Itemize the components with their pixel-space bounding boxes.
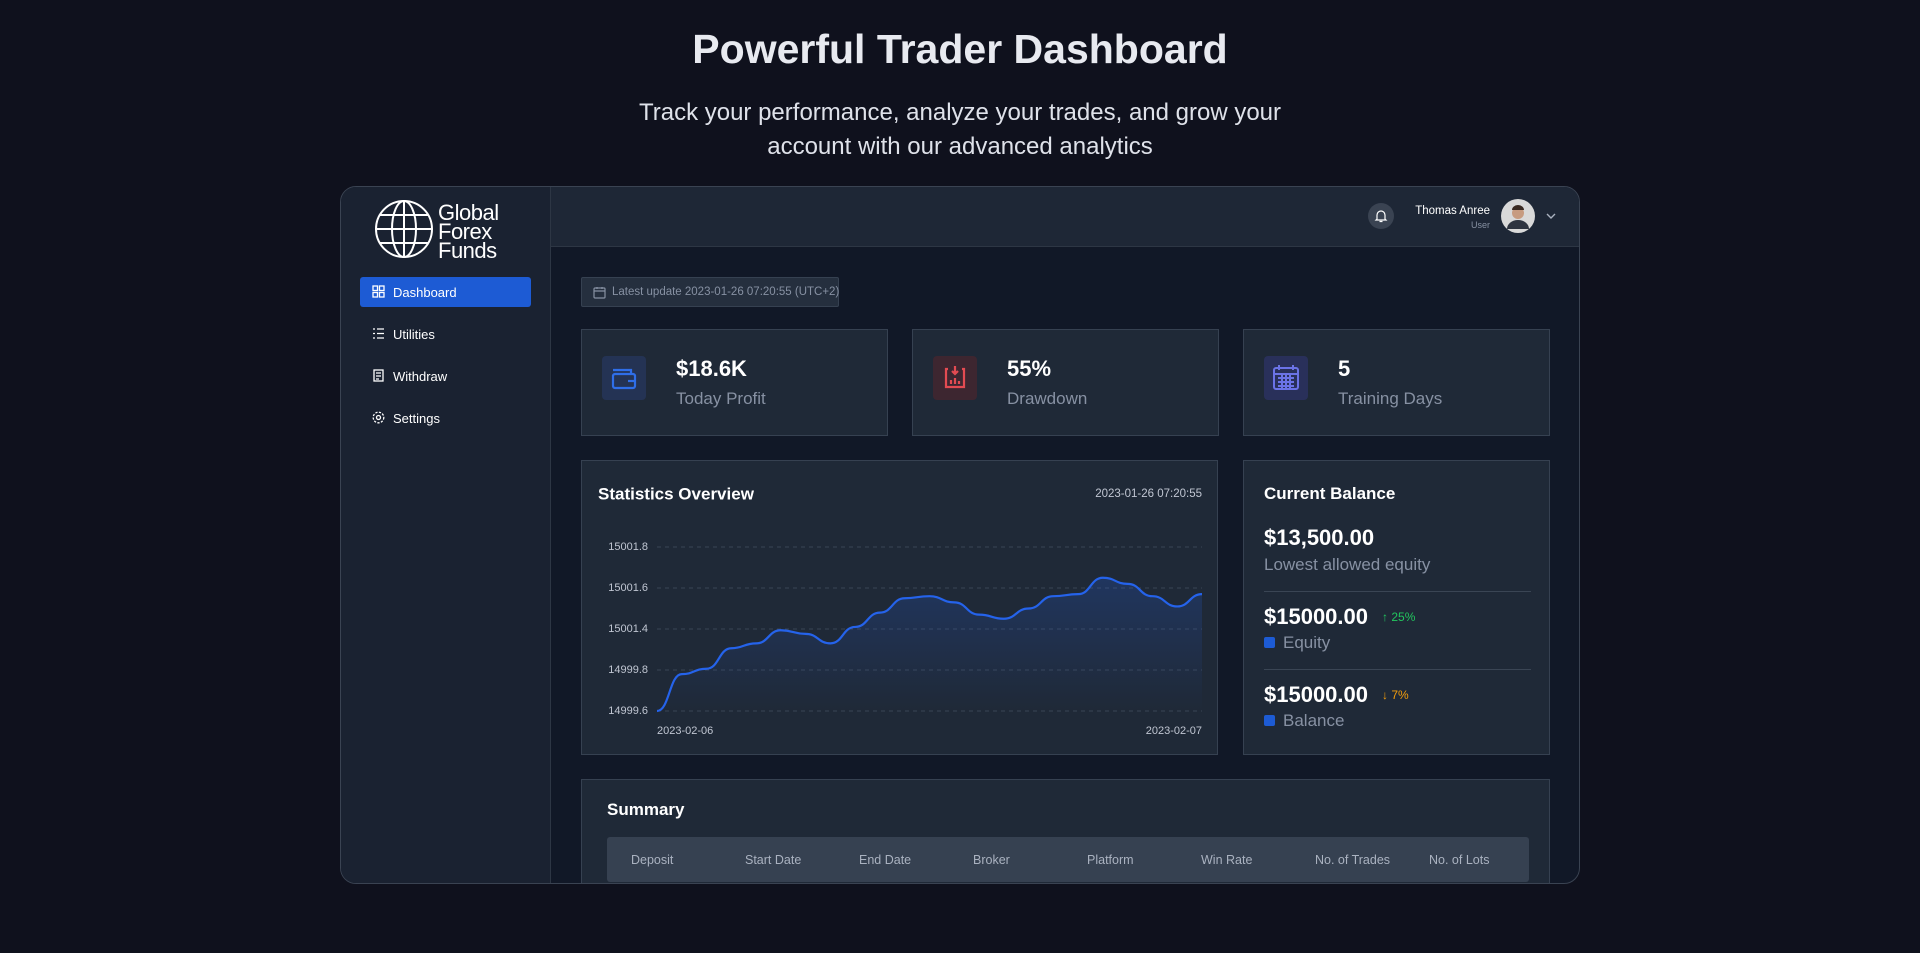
divider — [1264, 669, 1531, 670]
table-header: Deposit Start Date End Date Broker Platform W… — [607, 837, 1529, 882]
nav-label: Dashboard — [393, 285, 457, 300]
topbar: Thomas Anree User — [551, 187, 1579, 247]
calendar-icon — [593, 287, 606, 299]
nav-icon — [373, 369, 384, 382]
nav-item[interactable]: Settings — [360, 403, 531, 433]
user-name: Thomas Anree — [1415, 205, 1490, 217]
nav-item[interactable]: Utilities — [360, 319, 531, 349]
y-tick-label: 14999.6 — [608, 705, 648, 717]
balance-label: Lowest allowed equity — [1264, 555, 1431, 574]
balance-amount: $15000.00 — [1264, 682, 1368, 707]
nav-icon — [372, 285, 385, 298]
nav-item[interactable]: Withdraw — [360, 361, 531, 391]
stat-card: 55% Drawdown — [912, 329, 1219, 436]
balance-label: Equity — [1283, 633, 1331, 652]
balance-amount: $13,500.00 — [1264, 525, 1375, 550]
chart-card: Statistics Overview 2023-01-26 07:20:55 … — [581, 460, 1218, 755]
sidebar: Global Forex Funds Dashboard Utilities W… — [341, 187, 551, 883]
stat-label: Training Days — [1338, 389, 1443, 408]
y-tick-label: 15001.8 — [608, 541, 648, 553]
column-header: No. of Trades — [1315, 853, 1391, 867]
user-menu-chevron[interactable] — [1545, 211, 1557, 221]
balance-change: ↓ 7% — [1382, 688, 1409, 702]
column-header: No. of Lots — [1429, 853, 1490, 867]
chart-title: Statistics Overview — [598, 484, 755, 503]
column-header: Deposit — [631, 853, 674, 867]
line-series — [656, 576, 1203, 713]
summary-card: Summary Deposit Start Date End Date Broker P… — [581, 779, 1550, 883]
balance-label: Balance — [1283, 711, 1345, 730]
stat-icon — [602, 356, 646, 400]
stat-value: 5 — [1338, 356, 1351, 381]
divider — [1264, 591, 1531, 592]
stat-label: Today Profit — [676, 389, 766, 408]
nav-label: Settings — [393, 411, 440, 426]
user-role: User — [1470, 220, 1490, 230]
logo-text: Forex — [438, 219, 492, 244]
nav-label: Utilities — [393, 327, 435, 342]
column-header: Platform — [1087, 853, 1134, 867]
nav-icon — [372, 411, 385, 424]
balance-change: ↑ 25% — [1382, 610, 1416, 624]
column-header: End Date — [859, 853, 912, 867]
column-header: Start Date — [745, 853, 802, 867]
stat-card: 5 Training Days — [1243, 329, 1550, 436]
stat-label: Drawdown — [1007, 389, 1088, 408]
stat-icon — [1264, 356, 1308, 400]
user-avatar[interactable] — [1501, 199, 1535, 233]
dashboard: Global Forex Funds Dashboard Utilities W… — [340, 186, 1580, 884]
logo-globe — [375, 200, 433, 258]
balance-change-value: 7% — [1391, 688, 1409, 702]
logo-text: Global — [438, 200, 499, 225]
summary-title: Summary — [607, 800, 685, 819]
column-header: Win Rate — [1201, 853, 1253, 867]
balance-change-value: 25% — [1391, 610, 1416, 624]
stat-value: $18.6K — [676, 356, 747, 381]
stat-icon — [933, 356, 977, 400]
page-subtitle: Track your performance, analyze your tra… — [638, 99, 1282, 160]
balance-card: Current Balance $13,500.00 Lowest allowe… — [1243, 460, 1550, 755]
x-tick-label: 2023-02-06 — [657, 725, 713, 737]
nav-item[interactable]: Dashboard — [360, 277, 531, 307]
logo-text: Funds — [438, 238, 497, 263]
x-tick-label: 2023-02-07 — [1146, 725, 1202, 737]
latest-update-text: Latest update 2023-01-26 07:20:55 (UTC+2… — [612, 286, 840, 298]
y-tick-label: 14999.8 — [608, 664, 648, 676]
page-title: Powerful Trader Dashboard — [692, 26, 1228, 72]
chart: Statistics Overview 2023-01-26 07:20:55 … — [598, 484, 1203, 737]
nav-label: Withdraw — [393, 369, 448, 384]
line-area — [657, 577, 1202, 711]
chart-subtitle: 2023-01-26 07:20:55 — [1095, 488, 1202, 500]
balance-title: Current Balance — [1264, 484, 1396, 503]
nav-icon — [373, 328, 384, 339]
legend-item: Equity — [1264, 633, 1330, 653]
column-header: Broker — [973, 853, 1010, 867]
stat-value: 55% — [1007, 356, 1052, 381]
y-tick-label: 15001.4 — [608, 623, 648, 635]
stat-card: $18.6K Today Profit — [581, 329, 888, 436]
balance-amount: $15000.00 — [1264, 604, 1368, 629]
notification-button[interactable] — [1368, 203, 1394, 229]
y-tick-label: 15001.6 — [608, 582, 648, 594]
latest-update: Latest update 2023-01-26 07:20:55 (UTC+2… — [581, 277, 839, 307]
legend-item: Balance — [1264, 711, 1344, 731]
